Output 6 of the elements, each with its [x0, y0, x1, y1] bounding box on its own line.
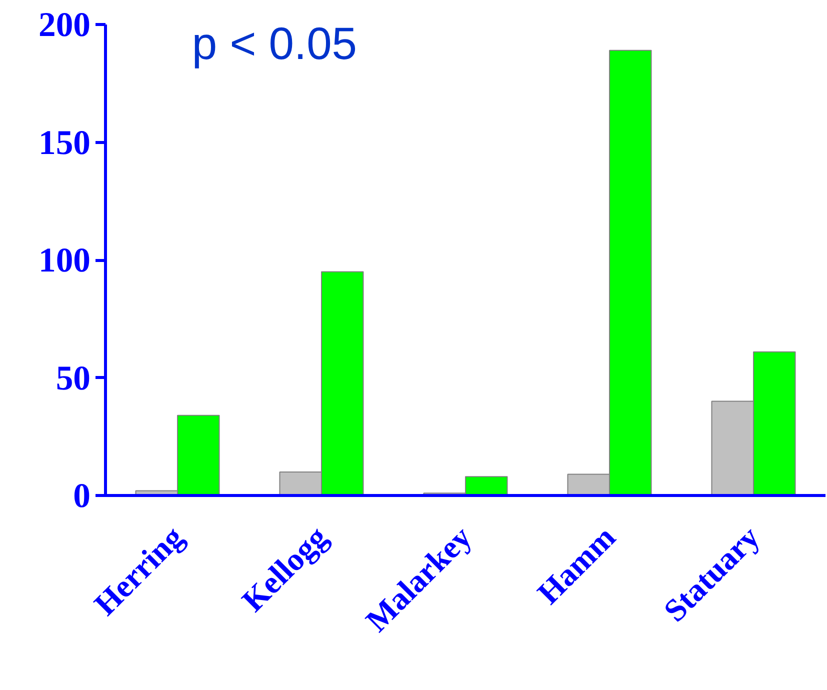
y-tick-label: 50: [56, 359, 90, 398]
y-tick-label: 100: [38, 242, 90, 280]
annotation: p < 0.05: [192, 18, 357, 69]
y-tick-label: 0: [73, 477, 90, 515]
y-tick-label: 200: [38, 6, 90, 44]
y-tick-label: 150: [38, 124, 90, 162]
